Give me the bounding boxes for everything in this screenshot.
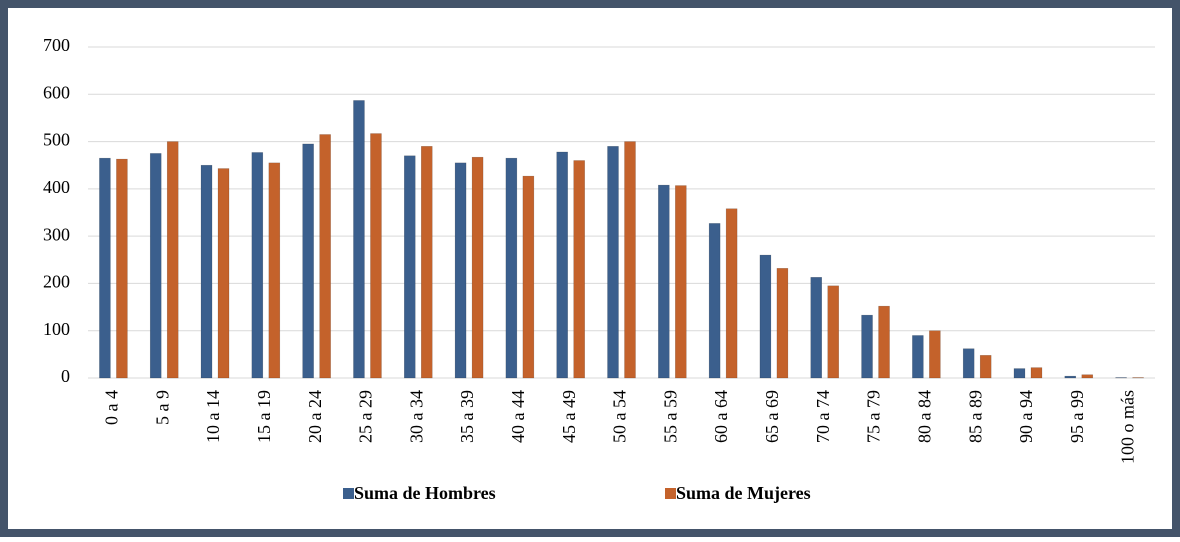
bar [811,277,822,378]
bar [963,349,974,378]
bar [218,169,229,378]
x-tick-label: 20 a 24 [305,390,325,443]
x-tick-label: 65 a 69 [762,390,782,443]
x-tick-label: 5 a 9 [152,390,172,425]
bar [167,142,178,378]
bar [709,223,720,378]
bar [675,186,686,378]
y-tick-label: 500 [43,130,70,150]
x-tick-label: 80 a 84 [914,390,934,443]
bar [929,331,940,378]
bar [252,152,263,378]
legend-swatch [343,488,354,499]
x-tick-label: 10 a 14 [203,390,223,443]
x-tick-label: 75 a 79 [864,390,884,443]
bar [1031,368,1042,378]
bar [608,146,619,378]
x-tick-label: 15 a 19 [254,390,274,443]
y-tick-label: 0 [61,366,70,386]
x-tick-label: 40 a 44 [508,390,528,443]
bar [320,134,331,378]
x-tick-label: 45 a 49 [559,390,579,443]
bar [574,160,585,378]
y-tick-label: 400 [43,177,70,197]
y-tick-label: 600 [43,82,70,102]
x-tick-label: 30 a 34 [406,390,426,443]
y-tick-label: 700 [43,35,70,55]
legend-label: Suma de Mujeres [676,483,811,503]
x-tick-label: 25 a 29 [356,390,376,443]
bar [472,157,483,378]
bar [828,286,839,378]
bar [404,156,415,378]
bar [1014,369,1025,378]
x-tick-label: 90 a 94 [1016,390,1036,443]
bar [421,146,432,378]
bar [150,153,161,378]
x-tick-label: 100 o más [1118,390,1138,464]
bar [557,152,568,378]
bar [1065,376,1076,378]
bar [777,268,788,378]
bar [201,165,212,378]
bar [980,355,991,378]
bar [523,176,534,378]
x-tick-label: 60 a 64 [711,390,731,443]
x-tick-label: 85 a 89 [965,390,985,443]
bar [269,163,280,378]
x-tick-label: 55 a 59 [660,390,680,443]
legend-swatch [665,488,676,499]
y-tick-label: 100 [43,319,70,339]
bar [116,159,127,378]
x-tick-label: 0 a 4 [102,390,122,425]
bar [370,134,381,378]
bar [912,335,923,378]
bar [99,158,110,378]
x-tick-label: 50 a 54 [610,390,630,443]
y-tick-label: 200 [43,272,70,292]
y-tick-label: 300 [43,224,70,244]
bar [506,158,517,378]
x-tick-label: 35 a 39 [457,390,477,443]
x-tick-label: 95 a 99 [1067,390,1087,443]
bar [455,163,466,378]
bar [658,185,669,378]
legend-label: Suma de Hombres [354,483,496,503]
bar [353,100,364,378]
bar [303,144,314,378]
bar [862,315,873,378]
bar [726,209,737,378]
x-tick-label: 70 a 74 [813,390,833,443]
bar [879,306,890,378]
bar [1082,375,1093,378]
bar [760,255,771,378]
bar [625,142,636,378]
chart-frame [4,4,1176,533]
